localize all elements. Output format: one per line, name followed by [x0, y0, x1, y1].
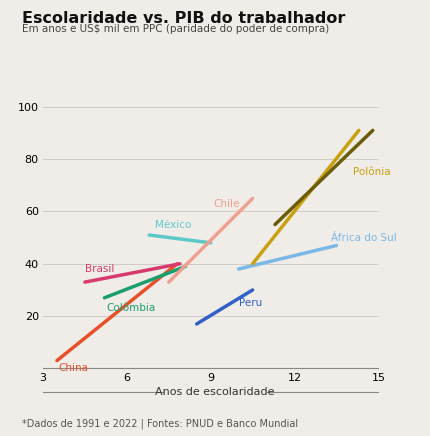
Text: Polônia: Polônia — [353, 167, 391, 177]
Text: China: China — [58, 363, 89, 373]
Text: África do Sul: África do Sul — [331, 233, 396, 243]
Text: Brasil: Brasil — [85, 264, 114, 274]
Text: Anos de escolaridade: Anos de escolaridade — [155, 388, 275, 397]
Text: México: México — [155, 220, 191, 230]
Text: Em anos e US$ mil em PPC (paridade do poder de compra): Em anos e US$ mil em PPC (paridade do po… — [22, 24, 329, 34]
Text: Chile: Chile — [213, 199, 240, 209]
Text: *Dados de 1991 e 2022 | Fontes: PNUD e Banco Mundial: *Dados de 1991 e 2022 | Fontes: PNUD e B… — [22, 419, 298, 429]
Text: Colômbia: Colômbia — [106, 303, 155, 313]
Text: Peru: Peru — [239, 298, 262, 308]
Text: Escolaridade vs. PIB do trabalhador: Escolaridade vs. PIB do trabalhador — [22, 11, 345, 26]
